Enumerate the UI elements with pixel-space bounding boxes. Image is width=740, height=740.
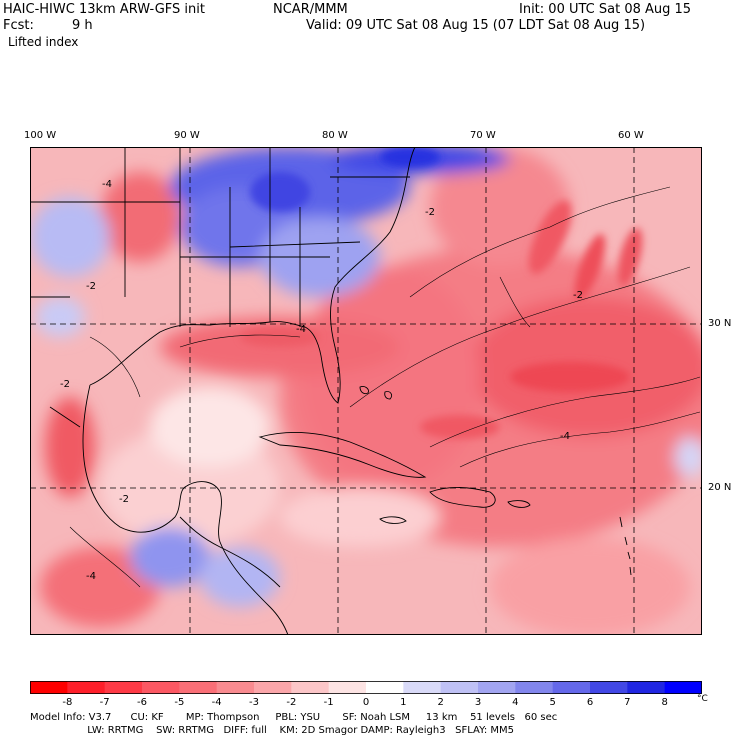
colorbar-tick-label: 6	[586, 697, 594, 708]
colorbar-tick-label: 2	[437, 697, 444, 708]
forecast-hour: 9 h	[72, 18, 93, 33]
contour-label: -2	[573, 290, 583, 301]
contour-label: -2	[86, 281, 96, 292]
field-name: Lifted index	[8, 35, 79, 49]
colorbar-swatch	[30, 681, 68, 694]
colorbar-swatch	[104, 681, 143, 694]
colorbar-tick-label: -7	[99, 697, 110, 708]
contour-lines	[69, 186, 701, 588]
colorbar-swatches	[30, 681, 702, 694]
colorbar-swatch	[67, 681, 106, 694]
contour-label: -4	[560, 431, 570, 442]
colorbar-swatch	[142, 681, 180, 694]
colorbar-swatch	[254, 681, 292, 694]
lat-label-30n: 30 N	[708, 318, 732, 329]
colorbar-unit: °C	[697, 694, 708, 704]
model-title: HAIC-HIWC 13km ARW-GFS init	[3, 2, 205, 17]
coastlines	[30, 147, 632, 635]
colorbar-tick-label: 8	[661, 697, 668, 708]
colorbar-swatch	[590, 681, 628, 694]
colorbar-tick-label: -5	[174, 697, 185, 708]
colorbar-swatch	[179, 681, 218, 694]
colorbar-swatch	[216, 681, 255, 694]
contour-label: -4	[102, 179, 112, 190]
org-label: NCAR/MMM	[273, 2, 348, 17]
colorbar-swatch	[440, 681, 479, 694]
colorbar-frame	[30, 681, 702, 694]
model-info-line-1: Model Info: V3.7 CU: KF MP: Thompson PBL…	[30, 712, 558, 723]
colorbar-swatch	[552, 681, 591, 694]
colorbar-swatch	[366, 681, 404, 694]
colorbar-tick-label: 4	[512, 697, 519, 708]
lon-label-90w: 90 W	[174, 130, 200, 141]
colorbar-tick-label: 0	[362, 697, 370, 708]
colorbar-swatch	[403, 681, 442, 694]
lon-label-60w: 60 W	[618, 130, 644, 141]
colorbar-tick-label: -4	[211, 697, 222, 708]
colorbar-swatch	[664, 681, 702, 694]
lon-label-80w: 80 W	[322, 130, 348, 141]
init-time: Init: 00 UTC Sat 08 Aug 15	[519, 2, 692, 17]
colorbar-swatch	[291, 681, 330, 694]
colorbar-swatch	[515, 681, 554, 694]
contour-label: -2	[60, 379, 70, 390]
colorbar-swatch	[478, 681, 516, 694]
contour-label: -2	[425, 207, 435, 218]
colorbar-tick-label: 3	[474, 697, 482, 708]
colorbar-tick-label: 5	[549, 697, 556, 708]
forecast-label: Fcst:	[3, 18, 34, 33]
lifted-index-map: -4 -2 -4 -2 -2 -2 -4 -2 -4	[30, 147, 702, 635]
colorbar-swatch	[627, 681, 666, 694]
lat-label-20n: 20 N	[708, 482, 732, 493]
model-info-line-2: LW: RRTMG SW: RRTMG DIFF: full KM: 2D Sm…	[30, 725, 515, 736]
colorbar-tick-label: -3	[249, 697, 259, 708]
contour-label: -4	[86, 571, 96, 582]
colorbar-tick-label: -2	[286, 697, 297, 708]
colorbar-tick-label: -1	[323, 697, 334, 708]
graticule	[30, 147, 702, 635]
map-frame	[30, 147, 702, 635]
lon-label-70w: 70 W	[470, 130, 496, 141]
colorbar-tick-label: 7	[624, 697, 631, 708]
field-details	[240, 147, 643, 439]
colorbar-tick-label: 1	[400, 697, 407, 708]
contour-label-group: -4 -2 -4 -2 -2 -2 -4 -2 -4	[60, 179, 583, 582]
valid-time: Valid: 09 UTC Sat 08 Aug 15 (07 LDT Sat …	[306, 18, 646, 33]
colorbar-tick-label: -6	[137, 697, 147, 708]
colorbar-tick-label: -8	[62, 697, 73, 708]
contour-label: -4	[296, 324, 306, 335]
colorbar-swatch	[328, 681, 367, 694]
colorbar	[30, 681, 702, 694]
contour-label: -2	[119, 494, 129, 505]
lon-label-100w: 100 W	[24, 130, 57, 141]
